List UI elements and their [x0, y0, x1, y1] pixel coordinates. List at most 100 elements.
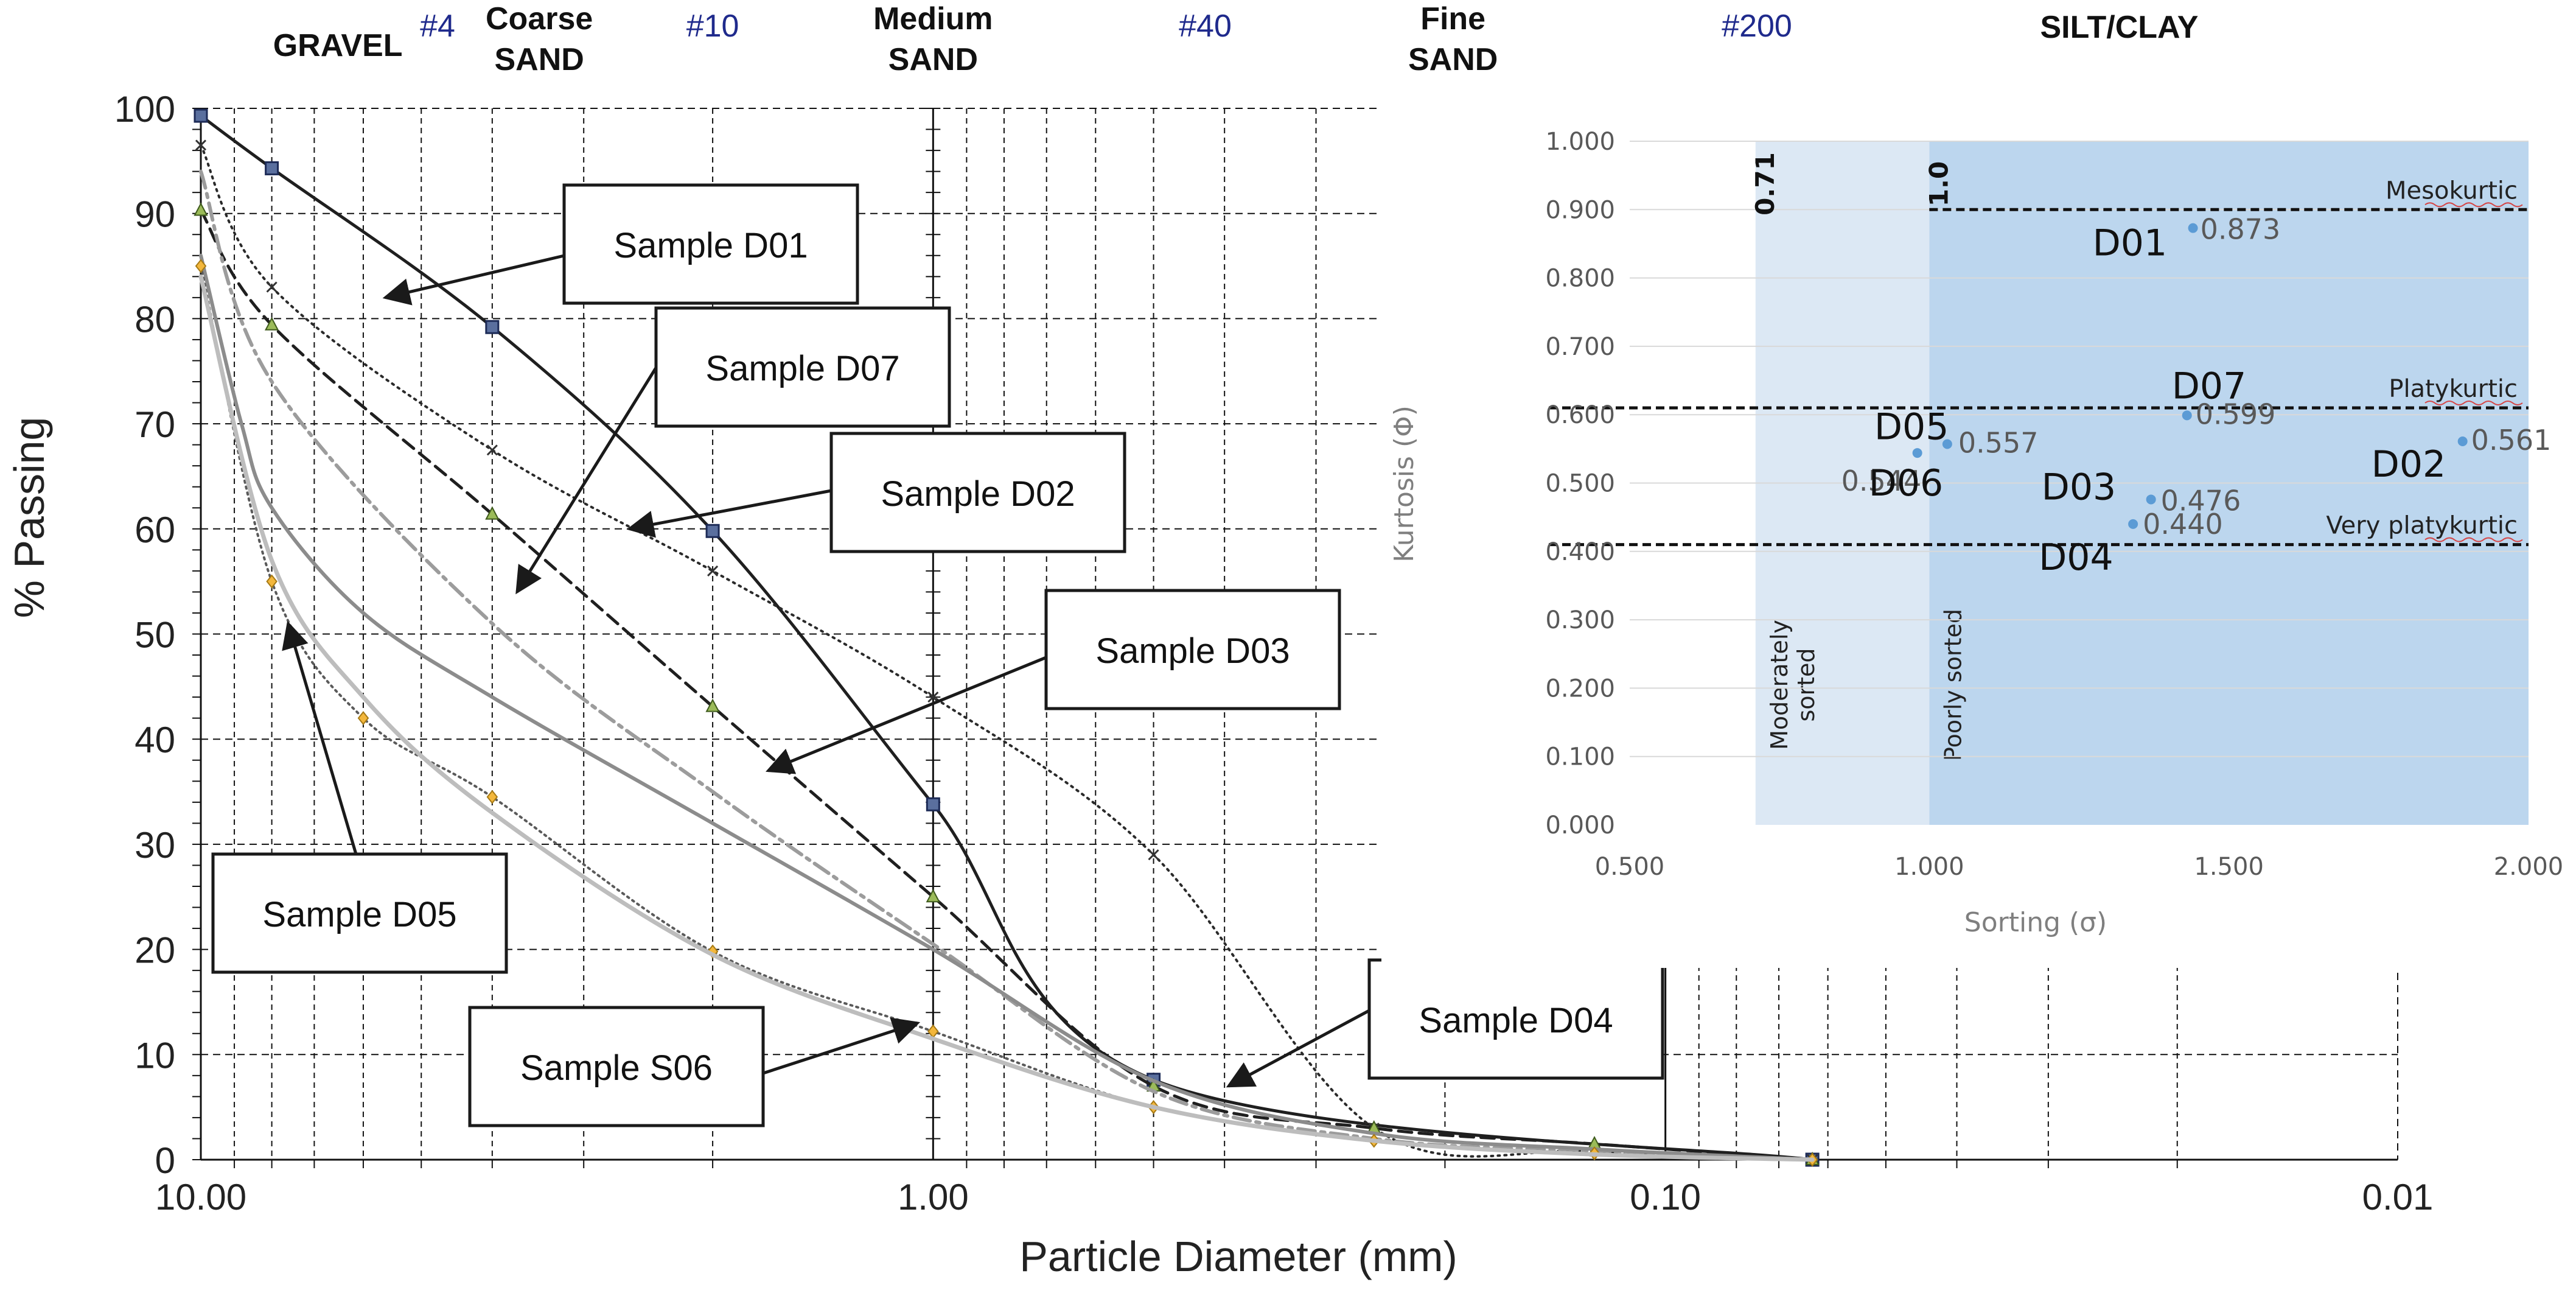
- reference-label-very-platykurtic: Very platykurtic: [2326, 512, 2518, 540]
- inset-sample-label: D03: [2042, 466, 2117, 508]
- callout-arrow-d05: [282, 620, 358, 855]
- inset-sample-label: D04: [2039, 536, 2114, 579]
- callout-arrow-d07: [515, 366, 658, 595]
- inset-y-tick-label: 0.300: [1545, 606, 1615, 634]
- spellcheck-underline: [2424, 202, 2523, 208]
- inset-x-tick-label: 0.500: [1595, 853, 1665, 881]
- y-tick-label: 60: [134, 510, 175, 550]
- inset-y-tick-label: 0.000: [1545, 811, 1615, 839]
- series-line-sample-d01: [199, 114, 1814, 1162]
- y-tick-label: 70: [134, 404, 175, 445]
- inset-sample-label: D05: [1874, 405, 1949, 448]
- inset-point-d02: [2457, 436, 2468, 446]
- series-line-sample-d04: [199, 253, 1815, 1162]
- sieve-label: #200: [1722, 9, 1792, 44]
- callout-label-d04: Sample D04: [1419, 1001, 1613, 1040]
- spellcheck-underline: [2424, 400, 2523, 405]
- series-point-diamond: [266, 574, 277, 589]
- callout-label-d07: Sample D07: [705, 349, 899, 388]
- series-point-triangle: [264, 317, 279, 331]
- series-line-sample-d02: [200, 144, 1814, 1161]
- region-label-sorted: sorted: [1793, 648, 1820, 721]
- series-point-x: [486, 444, 498, 456]
- series-line-sample-d03: [199, 209, 1814, 1162]
- inset-y-tick-label: 0.200: [1545, 675, 1615, 703]
- callout-label-d01: Sample D01: [613, 226, 808, 265]
- callout-arrow-s06: [763, 1017, 921, 1075]
- inset-y-tick-label: 0.800: [1545, 265, 1615, 293]
- zone-label-medium-sand-1: Medium: [873, 1, 993, 37]
- main-zone-labels: GRAVEL Coarse SAND Medium SAND Fine SAND SILT/C…: [273, 1, 2199, 77]
- zone-label-fine-sand-2: SAND: [1408, 42, 1498, 77]
- callout-arrow-d04: [1226, 1009, 1370, 1088]
- inset-y-axis-title: Kurtosis (Φ): [1389, 405, 1420, 562]
- inset-point-d03: [2146, 494, 2156, 505]
- callout-arrow-d02: [626, 489, 832, 538]
- inset-value-label: 0.873: [2201, 213, 2281, 246]
- inset-point-d07: [2182, 410, 2192, 421]
- inset-sample-label: D06: [1869, 462, 1944, 505]
- region-label-poorly-sorted: Poorly sorted: [1939, 609, 1966, 761]
- inset-value-label: 0.544: [1841, 464, 1922, 497]
- inset-x-tick-label: 2.000: [2494, 853, 2564, 881]
- series-point-x: [927, 692, 939, 703]
- inset-y-tick-label: 0.600: [1545, 401, 1615, 429]
- inset-y-tick-label: 1.000: [1545, 128, 1615, 156]
- callout-arrow-d03: [766, 656, 1047, 774]
- series-point-square: [926, 797, 940, 811]
- main-x-axis-title: Particle Diameter (mm): [1019, 1233, 1457, 1280]
- callout-box-d04: [1367, 958, 1664, 1080]
- inset-x-tick-label: 1.500: [2194, 853, 2264, 881]
- zone-label-silt-clay: SILT/CLAY: [2040, 10, 2198, 45]
- callout-box-d05: [211, 852, 508, 974]
- sorting-kurtosis-chart: Moderately sorted Poorly sorted 0.71 1.0 Mes…: [1381, 103, 2565, 968]
- series-point-triangle: [926, 889, 940, 903]
- callout-label-d05: Sample D05: [262, 895, 456, 934]
- zone-label-coarse-sand-2: SAND: [494, 42, 584, 77]
- series-point-diamond: [357, 711, 369, 726]
- inset-y-tick-label: 0.400: [1545, 538, 1615, 566]
- y-tick-label: 30: [134, 825, 175, 866]
- zone-label-gravel: GRAVEL: [273, 28, 403, 63]
- zone-label-coarse-sand-1: Coarse: [486, 1, 593, 37]
- inset-value-label: 0.476: [2161, 484, 2241, 517]
- series-point-x: [1148, 849, 1159, 861]
- y-tick-label: 0: [155, 1140, 175, 1181]
- callout-box-d01: [562, 183, 859, 305]
- sieve-label: #10: [686, 9, 739, 44]
- x-tick-label: 0.01: [2362, 1177, 2434, 1218]
- series-point-square: [485, 320, 500, 334]
- x-tick-label: 1.00: [898, 1177, 969, 1218]
- callout-box-d07: [654, 306, 951, 428]
- zone-label-medium-sand-2: SAND: [888, 42, 978, 77]
- main-axes: 0 10 20 30 40 50 60 70 80 90 100 10.00 1.00 0.10 0.01: [114, 89, 2434, 1218]
- series-point-diamond: [195, 259, 207, 273]
- reference-label-mesokurtic: Mesokurtic: [2386, 177, 2518, 205]
- inset-sample-label: D07: [2172, 365, 2247, 407]
- inset-point-d06: [1912, 448, 1922, 458]
- main-callouts: Sample D01 Sample D07 Sample D02 Sample D03…: [211, 183, 1664, 1127]
- sieve-label: #4: [420, 9, 455, 44]
- x-tick-label: 0.10: [1630, 1177, 1701, 1218]
- y-tick-label: 80: [134, 299, 175, 340]
- inset-point-d05: [1942, 439, 1952, 449]
- inset-value-label: 0.557: [1958, 426, 2039, 459]
- inset-sample-label: D01: [2093, 222, 2168, 265]
- callout-label-s06: Sample S06: [520, 1048, 713, 1088]
- region-label-moderately: Moderately: [1766, 620, 1793, 750]
- inset-reference-lines: 0.71 1.0 Mesokurtic Platykurtic Very platyku…: [1549, 152, 2529, 547]
- callout-box-d02: [829, 432, 1126, 553]
- main-y-axis-title: % Passing: [5, 417, 53, 618]
- sieve-label: #40: [1179, 9, 1232, 44]
- inset-x-tick-label: 1.000: [1894, 853, 1964, 881]
- series-point-x: [195, 139, 207, 151]
- inset-point-d01: [2188, 223, 2198, 233]
- inset-point-d04: [2128, 519, 2138, 529]
- series-point-triangle: [485, 506, 500, 520]
- y-tick-label: 90: [134, 194, 175, 235]
- y-tick-label: 40: [134, 720, 175, 760]
- zone-label-fine-sand-1: Fine: [1420, 1, 1485, 37]
- vertical-marker-label: 0.71: [1750, 152, 1780, 216]
